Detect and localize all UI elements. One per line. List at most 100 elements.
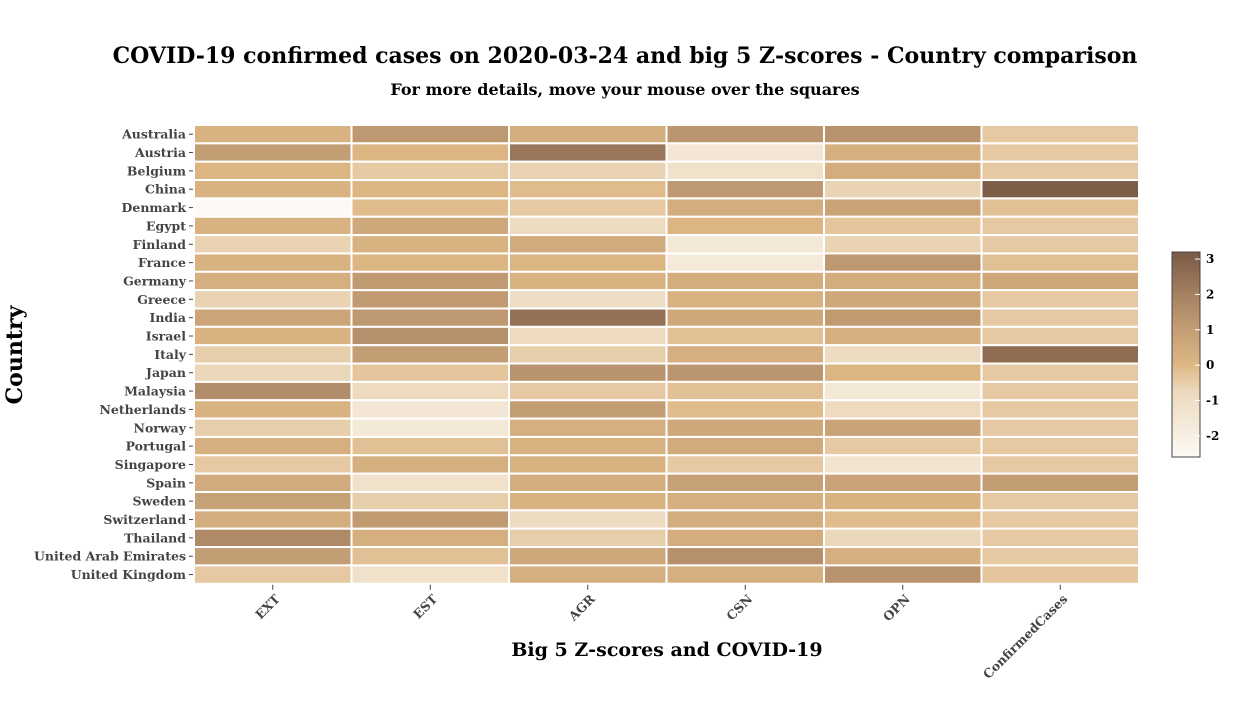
heatmap-cell-denmark-confirmedcases[interactable]	[980, 197, 1140, 218]
heatmap-cell-india-ext[interactable]	[193, 307, 353, 328]
heatmap-cell-belgium-est[interactable]	[350, 160, 510, 182]
heatmap-cell-australia-csn[interactable]	[665, 124, 825, 145]
heatmap-cell-singapore-est[interactable]	[350, 454, 510, 475]
heatmap-cell-germany-ext[interactable]	[193, 270, 353, 292]
heatmap-cell-israel-agr[interactable]	[508, 325, 668, 347]
heatmap-cell-france-est[interactable]	[350, 252, 510, 273]
heatmap-cell-sweden-agr[interactable]	[508, 491, 668, 512]
heatmap-cell-belgium-csn[interactable]	[665, 160, 825, 182]
heatmap-cell-norway-confirmedcases[interactable]	[980, 417, 1140, 438]
heatmap-cell-greece-csn[interactable]	[665, 289, 825, 310]
heatmap-cell-thailand-ext[interactable]	[193, 527, 353, 549]
heatmap-cell-switzerland-agr[interactable]	[508, 509, 668, 530]
heatmap-cell-sweden-opn[interactable]	[823, 491, 983, 512]
heatmap-cell-thailand-opn[interactable]	[823, 527, 983, 549]
heatmap-cell-malaysia-ext[interactable]	[193, 380, 353, 402]
heatmap-cell-italy-est[interactable]	[350, 344, 510, 365]
heatmap-cell-netherlands-ext[interactable]	[193, 399, 353, 420]
heatmap-cell-switzerland-opn[interactable]	[823, 509, 983, 530]
heatmap-cell-norway-agr[interactable]	[508, 417, 668, 438]
heatmap-cell-portugal-opn[interactable]	[823, 435, 983, 457]
heatmap-cell-singapore-agr[interactable]	[508, 454, 668, 475]
heatmap-cell-belgium-ext[interactable]	[193, 160, 353, 182]
heatmap-cell-italy-agr[interactable]	[508, 344, 668, 365]
heatmap-cell-belgium-opn[interactable]	[823, 160, 983, 182]
heatmap-cell-france-confirmedcases[interactable]	[980, 252, 1140, 273]
heatmap-cell-norway-est[interactable]	[350, 417, 510, 438]
heatmap-cell-germany-opn[interactable]	[823, 270, 983, 292]
heatmap-cell-germany-csn[interactable]	[665, 270, 825, 292]
heatmap-cell-netherlands-opn[interactable]	[823, 399, 983, 420]
heatmap-cell-norway-opn[interactable]	[823, 417, 983, 438]
heatmap-cell-israel-opn[interactable]	[823, 325, 983, 347]
heatmap-cell-austria-agr[interactable]	[508, 142, 668, 163]
heatmap-cell-china-opn[interactable]	[823, 179, 983, 200]
heatmap-cell-australia-est[interactable]	[350, 124, 510, 145]
heatmap-cell-united-arab-emirates-est[interactable]	[350, 546, 510, 567]
heatmap-cell-spain-opn[interactable]	[823, 472, 983, 493]
heatmap-cell-singapore-csn[interactable]	[665, 454, 825, 475]
heatmap-cell-united-kingdom-ext[interactable]	[193, 564, 353, 585]
heatmap-cell-greece-confirmedcases[interactable]	[980, 289, 1140, 310]
heatmap-cell-japan-ext[interactable]	[193, 362, 353, 383]
heatmap-cell-china-ext[interactable]	[193, 179, 353, 200]
heatmap-cell-austria-csn[interactable]	[665, 142, 825, 163]
heatmap-cell-united-arab-emirates-ext[interactable]	[193, 546, 353, 567]
heatmap-cell-denmark-agr[interactable]	[508, 197, 668, 218]
heatmap-cell-spain-csn[interactable]	[665, 472, 825, 493]
heatmap-cell-finland-confirmedcases[interactable]	[980, 234, 1140, 255]
heatmap-cell-india-opn[interactable]	[823, 307, 983, 328]
heatmap-cell-netherlands-agr[interactable]	[508, 399, 668, 420]
heatmap-cell-austria-ext[interactable]	[193, 142, 353, 163]
heatmap-cell-united-kingdom-opn[interactable]	[823, 564, 983, 585]
heatmap-cell-egypt-agr[interactable]	[508, 215, 668, 237]
heatmap-cell-malaysia-opn[interactable]	[823, 380, 983, 402]
heatmap-cell-austria-opn[interactable]	[823, 142, 983, 163]
heatmap-cell-switzerland-est[interactable]	[350, 509, 510, 530]
heatmap-cell-belgium-confirmedcases[interactable]	[980, 160, 1140, 182]
heatmap-cell-greece-opn[interactable]	[823, 289, 983, 310]
heatmap-cell-china-agr[interactable]	[508, 179, 668, 200]
heatmap-cell-switzerland-ext[interactable]	[193, 509, 353, 530]
heatmap-cell-egypt-opn[interactable]	[823, 215, 983, 237]
heatmap-cell-italy-ext[interactable]	[193, 344, 353, 365]
heatmap-cell-japan-csn[interactable]	[665, 362, 825, 383]
heatmap-cell-malaysia-csn[interactable]	[665, 380, 825, 402]
heatmap-cell-united-arab-emirates-agr[interactable]	[508, 546, 668, 567]
heatmap-cell-australia-ext[interactable]	[193, 124, 353, 145]
heatmap-cell-india-est[interactable]	[350, 307, 510, 328]
heatmap-cell-netherlands-confirmedcases[interactable]	[980, 399, 1140, 420]
heatmap-cell-denmark-ext[interactable]	[193, 197, 353, 218]
heatmap-cell-france-csn[interactable]	[665, 252, 825, 273]
heatmap-cell-india-confirmedcases[interactable]	[980, 307, 1140, 328]
heatmap-cell-switzerland-confirmedcases[interactable]	[980, 509, 1140, 530]
heatmap-cell-denmark-opn[interactable]	[823, 197, 983, 218]
heatmap-cell-germany-est[interactable]	[350, 270, 510, 292]
heatmap-cell-italy-csn[interactable]	[665, 344, 825, 365]
heatmap-cell-portugal-csn[interactable]	[665, 435, 825, 457]
heatmap-cell-germany-confirmedcases[interactable]	[980, 270, 1140, 292]
heatmap-cell-finland-ext[interactable]	[193, 234, 353, 255]
heatmap-cell-australia-confirmedcases[interactable]	[980, 124, 1140, 145]
heatmap-cell-netherlands-csn[interactable]	[665, 399, 825, 420]
heatmap-cell-portugal-agr[interactable]	[508, 435, 668, 457]
heatmap-cell-thailand-csn[interactable]	[665, 527, 825, 549]
heatmap-cell-greece-est[interactable]	[350, 289, 510, 310]
heatmap-cell-malaysia-confirmedcases[interactable]	[980, 380, 1140, 402]
heatmap-cell-norway-csn[interactable]	[665, 417, 825, 438]
heatmap-cell-japan-agr[interactable]	[508, 362, 668, 383]
heatmap-cell-singapore-opn[interactable]	[823, 454, 983, 475]
heatmap-cell-france-agr[interactable]	[508, 252, 668, 273]
heatmap-cell-finland-csn[interactable]	[665, 234, 825, 255]
heatmap-cell-austria-est[interactable]	[350, 142, 510, 163]
heatmap-cell-italy-confirmedcases[interactable]	[980, 344, 1140, 365]
heatmap-cell-malaysia-agr[interactable]	[508, 380, 668, 402]
heatmap-cell-united-kingdom-agr[interactable]	[508, 564, 668, 585]
heatmap-cell-australia-agr[interactable]	[508, 124, 668, 145]
heatmap-cell-israel-confirmedcases[interactable]	[980, 325, 1140, 347]
heatmap-cell-israel-csn[interactable]	[665, 325, 825, 347]
heatmap-cell-france-ext[interactable]	[193, 252, 353, 273]
heatmap-cell-sweden-est[interactable]	[350, 491, 510, 512]
heatmap-cell-singapore-confirmedcases[interactable]	[980, 454, 1140, 475]
heatmap-cell-sweden-confirmedcases[interactable]	[980, 491, 1140, 512]
